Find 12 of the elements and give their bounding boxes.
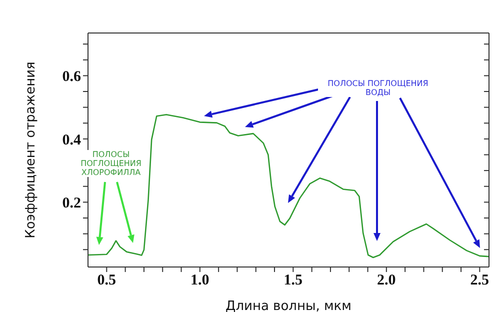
annotation: ПОЛОСЫ ПОГЛОЩЕНИЯ ВОДЫ bbox=[318, 79, 438, 97]
x-tick-label: 0.5 bbox=[97, 272, 116, 289]
y-axis-title: Коэффициент отражения bbox=[24, 62, 39, 238]
y-tick-label: 0.4 bbox=[62, 132, 82, 148]
x-tick-label: 1.0 bbox=[190, 272, 210, 289]
x-tick-label: 2.5 bbox=[470, 272, 490, 289]
x-tick-label: 2.0 bbox=[377, 272, 396, 289]
x-tick-label: 1.5 bbox=[284, 272, 303, 289]
y-tick-label: 0.2 bbox=[62, 196, 81, 212]
annotation: ПОЛОСЫ ПОГЛОЩЕНИЯ ХЛОРОФИЛЛА bbox=[78, 150, 144, 177]
x-axis-title: Длина волны, мкм bbox=[226, 299, 352, 312]
y-tick-label: 0.6 bbox=[62, 69, 82, 86]
